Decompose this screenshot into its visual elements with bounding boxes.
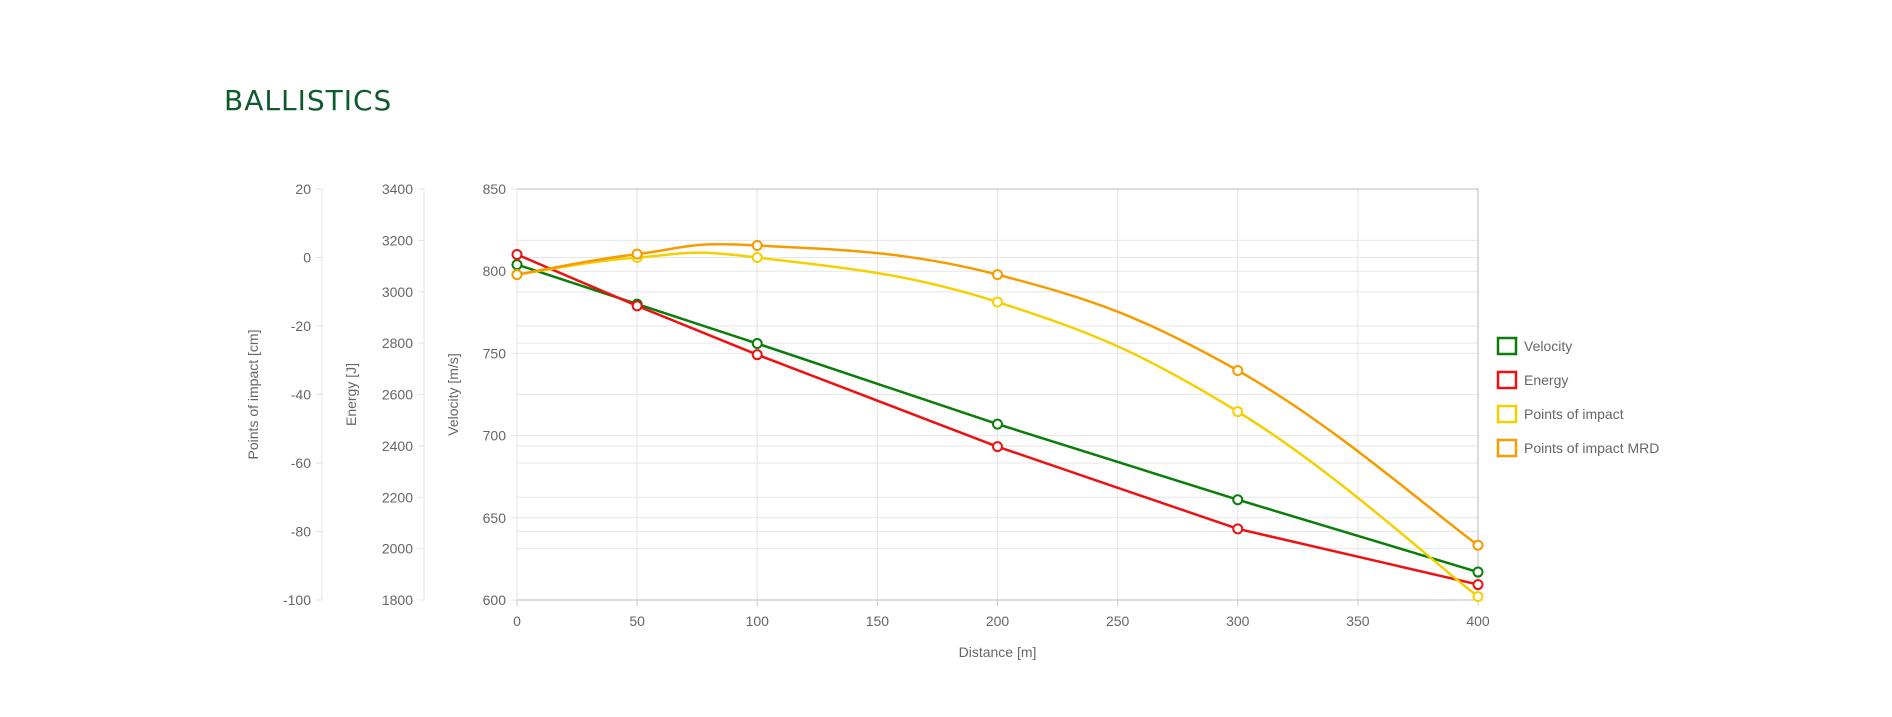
data-point <box>992 418 1003 430</box>
legend[interactable]: Velocity Energy Points of impact Points of … <box>1496 336 1659 458</box>
data-point <box>1232 365 1244 377</box>
data-point <box>511 269 523 281</box>
x-tick-label: 150 <box>866 613 890 629</box>
y-tick-label: 750 <box>483 345 507 361</box>
data-point <box>1472 539 1484 551</box>
y-tick-label: -20 <box>291 318 311 334</box>
legend-label: Energy <box>1524 372 1568 388</box>
y-tick-label: -40 <box>291 387 311 403</box>
x-tick-label: 200 <box>986 613 1010 629</box>
y-tick-label: -100 <box>283 592 311 608</box>
y-axis-title: Velocity [m/s] <box>445 353 461 435</box>
legend-item-energy[interactable]: Energy <box>1496 370 1568 390</box>
x-axis-title: Distance [m] <box>959 644 1037 660</box>
page-title: BALLISTICS <box>224 84 393 117</box>
legend-label: Points of impact MRD <box>1524 440 1659 456</box>
data-point <box>1472 566 1484 578</box>
y-tick-label: 3400 <box>382 181 413 197</box>
y-tick-label: 650 <box>483 510 507 526</box>
y-tick-label: 2000 <box>382 541 413 557</box>
data-point <box>751 240 763 252</box>
y-tick-label: 3200 <box>382 232 413 248</box>
series-line <box>516 253 1479 586</box>
series-points-of-impact-mrd <box>511 240 1484 551</box>
legend-item-velocity[interactable]: Velocity <box>1496 336 1572 356</box>
distance-axis: 0 50 100 150 200 250 300 350 400 Distance [m] <box>513 600 1490 660</box>
data-point <box>1232 523 1244 535</box>
y-tick-label: 700 <box>483 428 507 444</box>
series-energy <box>511 249 1484 591</box>
legend-label: Points of impact <box>1524 406 1624 422</box>
y-tick-label: 3000 <box>382 284 413 300</box>
y-tick-label: 600 <box>483 592 507 608</box>
data-point <box>1472 591 1484 603</box>
x-tick-label: 250 <box>1106 613 1130 629</box>
legend-label: Velocity <box>1524 338 1572 354</box>
y-tick-label: 800 <box>483 263 507 279</box>
data-point <box>1472 579 1484 591</box>
legend-item-points-of-impact[interactable]: Points of impact <box>1496 404 1624 424</box>
points-of-impact-axis: 20 0 -20 -40 -60 -80 -100 Points of impact [cm] <box>245 181 323 608</box>
y-axis-title: Points of impact [cm] <box>245 330 261 460</box>
y-tick-label: 2600 <box>382 387 413 403</box>
legend-swatch <box>1496 370 1518 390</box>
data-point <box>1232 406 1244 418</box>
y-tick-label: 0 <box>303 250 311 266</box>
data-point <box>992 296 1003 308</box>
legend-swatch <box>1496 404 1518 424</box>
y-tick-label: -80 <box>291 524 311 540</box>
data-point <box>631 300 643 312</box>
velocity-axis: 850 800 750 700 650 600 Velocity [m/s] <box>445 181 518 608</box>
data-point <box>992 269 1003 281</box>
x-tick-label: 0 <box>513 613 521 629</box>
y-tick-label: 2200 <box>382 489 413 505</box>
data-point <box>751 338 763 350</box>
data-point <box>751 252 763 263</box>
data-point <box>751 349 763 361</box>
y-tick-label: 1800 <box>382 592 413 608</box>
y-tick-label: -60 <box>291 455 311 471</box>
y-tick-label: 850 <box>483 181 507 197</box>
x-tick-label: 350 <box>1346 613 1370 629</box>
legend-swatch <box>1496 438 1518 458</box>
energy-axis: 3400 3200 3000 2800 2600 2400 2200 2000 1800 Ener… <box>343 181 425 608</box>
y-tick-label: 2800 <box>382 335 413 351</box>
x-tick-label: 400 <box>1466 613 1490 629</box>
data-point <box>1232 494 1244 506</box>
series <box>511 240 1484 603</box>
x-tick-label: 100 <box>746 613 770 629</box>
x-tick-label: 300 <box>1226 613 1250 629</box>
data-point <box>631 248 643 260</box>
legend-item-points-of-impact-mrd[interactable]: Points of impact MRD <box>1496 438 1659 458</box>
y-tick-label: 2400 <box>382 438 413 454</box>
data-point <box>992 441 1003 453</box>
data-point <box>511 249 523 261</box>
x-tick-label: 50 <box>629 613 645 629</box>
y-axis-title: Energy [J] <box>343 363 359 426</box>
legend-swatch <box>1496 336 1518 356</box>
data-point <box>511 259 523 271</box>
y-tick-label: 20 <box>295 181 311 197</box>
